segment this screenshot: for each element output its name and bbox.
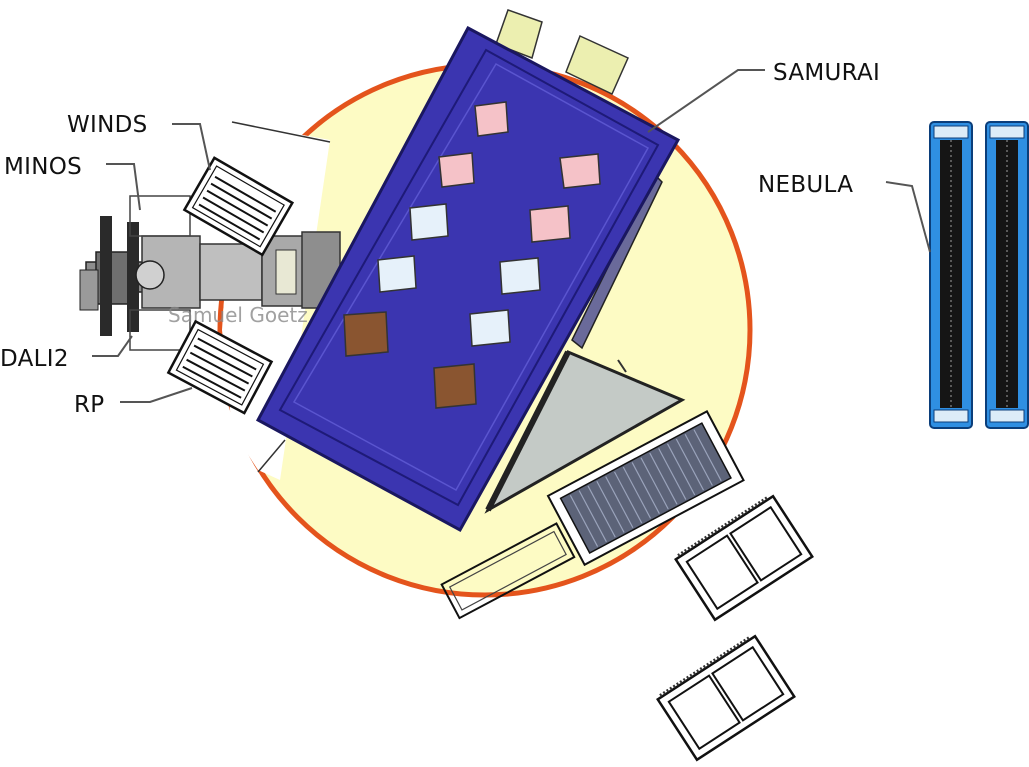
neutron-wall-1 — [674, 494, 814, 622]
dali2-label: DALI2 — [0, 346, 69, 372]
minos-label: MINOS — [4, 154, 82, 180]
samurai-magnet — [255, 25, 681, 533]
samurai-magnet-body — [255, 25, 681, 533]
minos-leader — [106, 163, 141, 211]
rp-leader — [120, 387, 193, 403]
nebula-detector — [929, 121, 1029, 429]
neutron-wall-2 — [656, 634, 796, 762]
samurai-label: SAMURAI — [773, 60, 880, 86]
nebula-label: NEBULA — [758, 172, 853, 198]
labels: SAMURAI NEBULA WINDS MINOS DALI2 RP — [0, 60, 931, 418]
pole-pads — [343, 101, 601, 409]
rp-detector — [166, 319, 274, 415]
nebula-wall-left — [929, 121, 973, 429]
winds-label: WINDS — [67, 112, 148, 138]
samurai-leader — [647, 69, 765, 133]
winds-leader — [172, 123, 211, 171]
winds-detector — [182, 156, 295, 257]
turntable-cutout-edge — [231, 121, 331, 473]
dali2-leader — [92, 335, 133, 357]
downstream-detectors — [440, 410, 745, 620]
rp-label: RP — [74, 392, 104, 418]
beamline-upstream: Samuel Goetz — [79, 195, 341, 351]
exit-window-chamber — [484, 350, 686, 514]
nebula-leader — [885, 181, 931, 253]
top-boxes — [495, 9, 629, 96]
faint-watermark-text: Samuel Goetz — [168, 303, 308, 327]
nebula-wall-right — [985, 121, 1029, 429]
